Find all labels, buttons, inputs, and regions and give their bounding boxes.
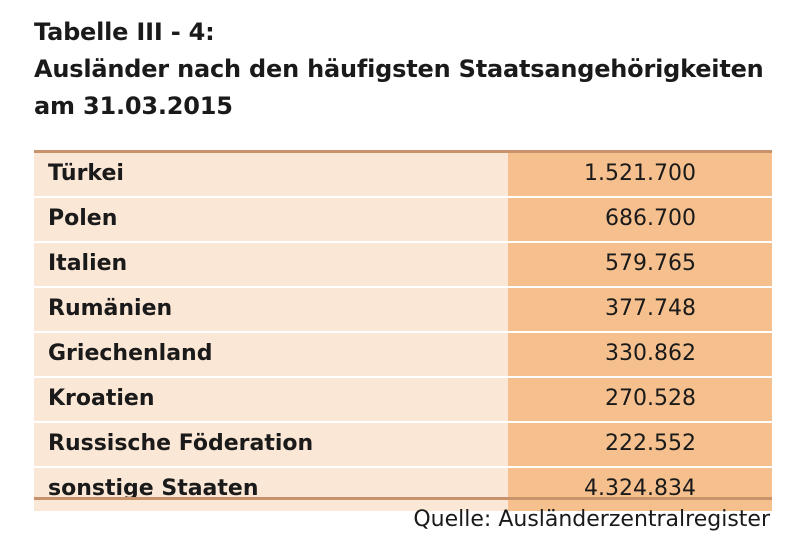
country-name: Griechenland	[34, 333, 508, 376]
table-row: Türkei 1.521.700	[34, 150, 772, 196]
country-count: 270.528	[508, 378, 772, 421]
nationality-table: Türkei 1.521.700 Polen 686.700 Italien 5…	[34, 150, 772, 511]
country-count: 1.521.700	[508, 153, 772, 196]
country-count: 686.700	[508, 198, 772, 241]
table-row: Kroatien 270.528	[34, 376, 772, 421]
country-count: 4.324.834	[508, 468, 772, 511]
country-name: Türkei	[34, 153, 508, 196]
country-count: 579.765	[508, 243, 772, 286]
table-row: Polen 686.700	[34, 196, 772, 241]
country-name: Russische Föderation	[34, 423, 508, 466]
table-row: Russische Föderation 222.552	[34, 421, 772, 466]
table-title: Tabelle III - 4: Ausländer nach den häuf…	[34, 14, 764, 125]
table-row: sonstige Staaten 4.324.834	[34, 466, 772, 511]
country-name: sonstige Staaten	[34, 468, 508, 511]
country-name: Italien	[34, 243, 508, 286]
title-line-3: am 31.03.2015	[34, 92, 233, 120]
title-line-2: Ausländer nach den häufigsten Staatsange…	[34, 55, 764, 83]
country-count: 222.552	[508, 423, 772, 466]
title-line-1: Tabelle III - 4:	[34, 18, 215, 46]
country-name: Rumänien	[34, 288, 508, 331]
country-count: 377.748	[508, 288, 772, 331]
table-bottom-rule	[34, 497, 772, 500]
country-name: Kroatien	[34, 378, 508, 421]
table-row: Rumänien 377.748	[34, 286, 772, 331]
table-row: Griechenland 330.862	[34, 331, 772, 376]
country-name: Polen	[34, 198, 508, 241]
source-note: Quelle: Ausländerzentralregister	[413, 507, 770, 532]
country-count: 330.862	[508, 333, 772, 376]
table-row: Italien 579.765	[34, 241, 772, 286]
